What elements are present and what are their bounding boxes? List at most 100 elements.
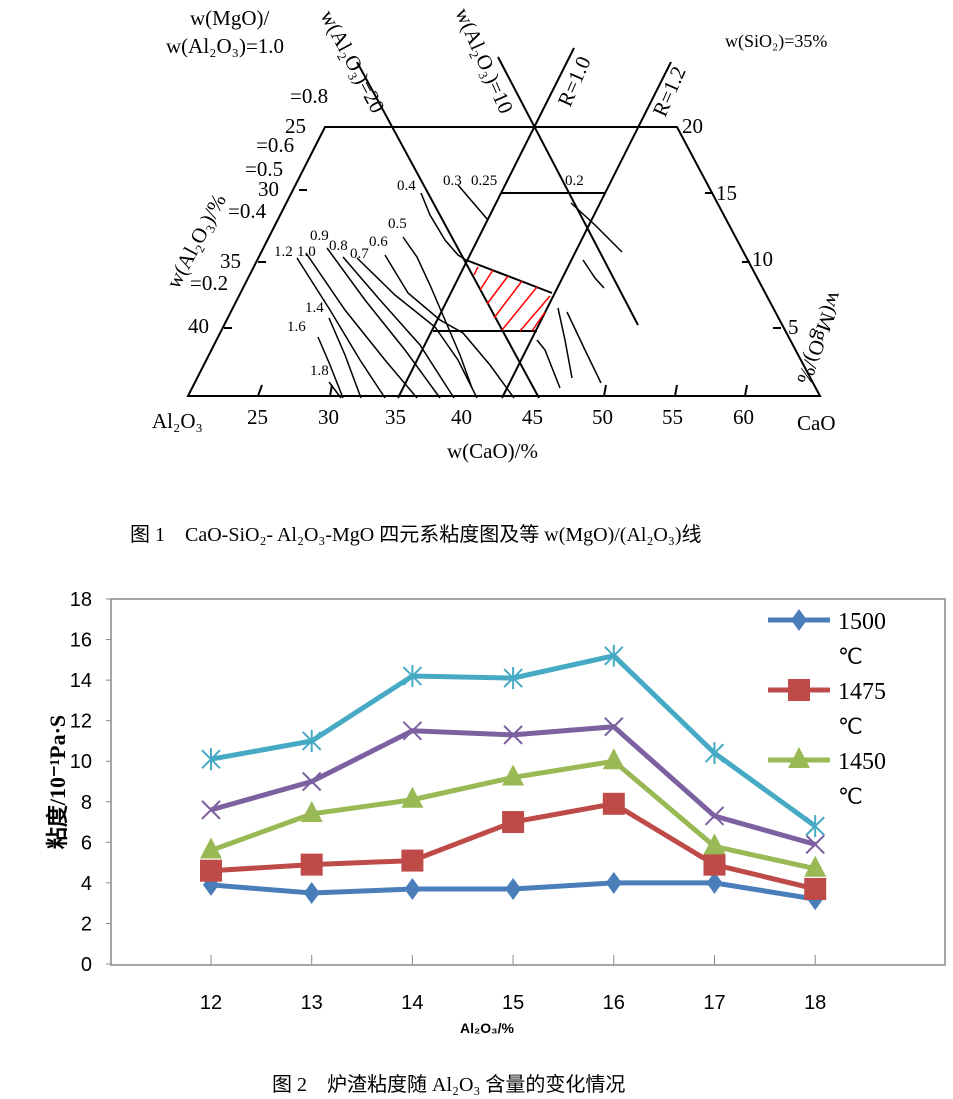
data-point	[604, 644, 624, 667]
y-tick-label: 12	[70, 711, 92, 733]
data-point	[301, 771, 322, 792]
line-label-r12: R=1.2	[648, 63, 691, 120]
legend-marker	[791, 609, 807, 631]
ratio-label: =0.5	[245, 157, 283, 181]
data-point	[807, 888, 824, 911]
legend-label: 1450	[838, 749, 886, 775]
y-tick-label: 14	[70, 670, 92, 692]
sio2-condition: w(SiO₂)=35%	[725, 31, 827, 52]
right-tick-label: 15	[716, 181, 737, 205]
corner-label-cao: CaO	[797, 411, 836, 435]
ratio-label: =0.4	[228, 199, 267, 223]
data-point	[402, 721, 423, 741]
line-al2o3-10	[497, 56, 639, 326]
line-label-r10: R=1.0	[553, 53, 596, 110]
data-point	[402, 665, 423, 688]
legend-marker	[788, 747, 810, 768]
data-point	[602, 792, 625, 815]
data-point	[602, 748, 625, 770]
isoline-label: 1.4	[305, 300, 324, 316]
series-line	[210, 801, 816, 892]
y-axis-title: 粘度/10⁻¹Pa·S	[45, 715, 70, 849]
legend-unit: ℃	[838, 644, 863, 669]
data-point	[503, 725, 523, 745]
line-label-al10: w(Al₂O₃)=10	[450, 4, 518, 117]
data-point	[200, 837, 222, 859]
bottom-tick-label: 35	[385, 405, 406, 429]
left-tick-label: 30	[258, 177, 279, 201]
right-tick-label: 5	[788, 315, 799, 339]
data-point	[502, 811, 525, 834]
series-1	[200, 792, 827, 900]
series-line	[210, 758, 816, 872]
data-point	[703, 853, 726, 876]
data-point	[704, 806, 725, 826]
x-tick-label: 13	[301, 992, 323, 1014]
y-tick-label: 10	[70, 751, 92, 773]
region-boundary	[465, 259, 553, 294]
series-line	[210, 724, 816, 847]
bottom-tick-label: 50	[592, 405, 613, 429]
data-point	[805, 815, 825, 838]
y-tick-label: 6	[81, 832, 92, 854]
legend-item: 1500 ℃	[768, 609, 886, 669]
isoline-label: 0.9	[310, 228, 329, 244]
data-point	[503, 667, 523, 690]
left-tick-label: 35	[220, 249, 241, 273]
x-tick-label: 14	[401, 992, 423, 1014]
isoline-label: 0.8	[329, 238, 348, 254]
legend-item: 1450 ℃	[768, 747, 886, 809]
legend-unit: ℃	[838, 784, 863, 809]
bottom-tick-label: 55	[662, 405, 683, 429]
legend-item: 1475 ℃	[768, 679, 886, 739]
series-3	[201, 717, 825, 855]
ratio-label-top: w(MgO)/	[190, 6, 269, 30]
ratio-label: =0.8	[290, 84, 328, 108]
left-tick-label: 40	[188, 314, 209, 338]
data-point	[804, 855, 827, 877]
bottom-tick-label: 60	[733, 405, 754, 429]
y-tick-label: 16	[70, 630, 92, 652]
figure1-caption: 图 1 CaO-SiO₂- Al₂O₃-MgO 四元系粘度图及等 w(MgO)/…	[130, 524, 702, 546]
legend-unit: ℃	[838, 714, 863, 739]
series-line	[210, 880, 816, 902]
ratio-label-bottom: w(Al₂O₃)=1.0	[166, 34, 284, 58]
data-point	[706, 871, 723, 894]
isoline-label: 1.0	[297, 244, 316, 260]
isoline-label: 0.6	[369, 234, 388, 250]
diagram-frame	[186, 126, 822, 397]
bottom-tick-label: 45	[522, 405, 543, 429]
hatched-region	[473, 266, 551, 332]
isoline-label: 0.3	[443, 173, 462, 189]
data-point	[703, 833, 726, 855]
bottom-tick-label: 25	[247, 405, 268, 429]
isoline-label: 0.25	[471, 173, 497, 189]
data-point	[604, 717, 624, 737]
data-point	[805, 834, 825, 855]
data-point	[401, 786, 424, 808]
plot-frame	[110, 598, 946, 966]
ratio-label: =0.2	[190, 271, 228, 295]
legend-label: 1500	[838, 609, 886, 635]
x-tick-label: 16	[603, 992, 625, 1014]
data-point	[303, 882, 320, 905]
right-axis-title: w(MgO)/%	[792, 288, 848, 387]
x-tick-label: 17	[703, 992, 725, 1014]
y-tick-label: 18	[70, 589, 92, 611]
line-al2o3-20	[356, 61, 540, 399]
data-point	[704, 742, 725, 765]
y-tick-label: 0	[81, 954, 92, 976]
isoline-label: 0.7	[350, 246, 369, 262]
series-line	[210, 653, 817, 829]
data-point	[401, 849, 424, 872]
bottom-tick-label: 40	[451, 405, 472, 429]
data-point	[201, 800, 221, 820]
x-axis-title: Al₂O₃/%	[460, 1020, 514, 1036]
data-point	[300, 853, 323, 876]
x-tick-label: 18	[804, 992, 826, 1014]
legend-label: 1475	[838, 679, 886, 705]
ratio-label: =0.6	[256, 133, 294, 157]
right-tick-label: 20	[682, 114, 703, 138]
x-tick-label: 15	[502, 992, 524, 1014]
data-point	[605, 871, 622, 894]
